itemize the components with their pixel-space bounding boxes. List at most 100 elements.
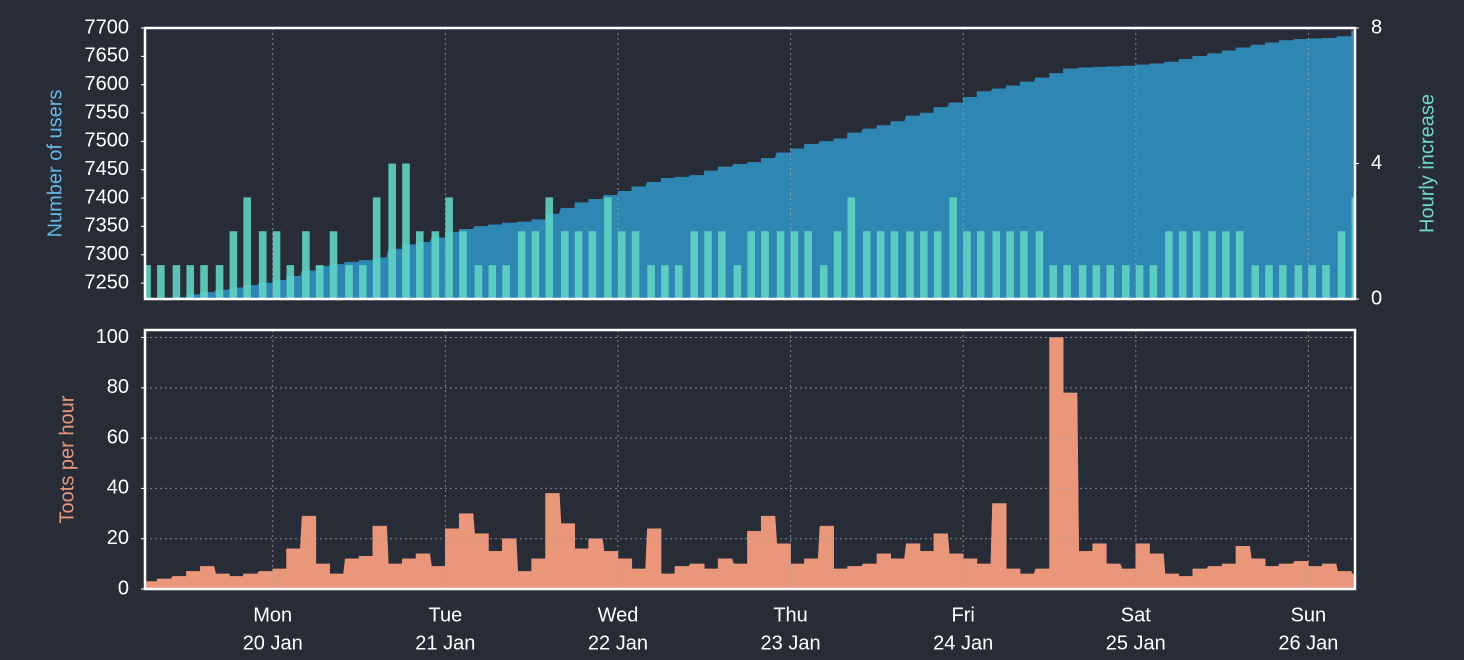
x-tick-label: Tue <box>428 604 462 626</box>
x-tick-label: 25 Jan <box>1106 632 1166 654</box>
bar <box>172 265 181 299</box>
y2-tick-label: 8 <box>1371 16 1382 38</box>
y-tick-label: 7400 <box>85 186 130 208</box>
bar <box>819 265 828 299</box>
bar <box>474 265 483 299</box>
area <box>145 337 1355 589</box>
bar <box>674 265 683 299</box>
x-tick-label: Thu <box>773 604 807 626</box>
bar <box>560 231 569 299</box>
bar <box>402 163 410 299</box>
bar <box>1192 231 1201 299</box>
bar <box>890 231 899 299</box>
bar <box>1294 265 1303 299</box>
bar <box>1078 265 1087 299</box>
bar <box>1178 231 1187 299</box>
plot-frame <box>143 26 1357 301</box>
bar <box>1208 231 1216 299</box>
bar <box>329 231 338 299</box>
bar <box>229 231 238 299</box>
bar <box>920 231 928 299</box>
bar <box>1351 197 1355 299</box>
bar <box>186 265 195 299</box>
bar <box>933 231 942 299</box>
bar <box>315 265 324 299</box>
bar <box>531 231 540 299</box>
y-tick-label: 7550 <box>85 101 130 123</box>
bar <box>647 265 655 299</box>
bar <box>243 197 251 299</box>
x-tick-label: Wed <box>598 604 639 626</box>
bar <box>1121 265 1130 299</box>
y-axis-title: Toots per hour <box>56 395 78 523</box>
y-tick-label: 7250 <box>85 271 130 293</box>
bar <box>949 197 957 299</box>
bar <box>761 231 769 299</box>
y-tick-label: 7650 <box>85 45 130 67</box>
bar <box>847 197 856 299</box>
bar <box>1049 265 1058 299</box>
bar <box>604 197 612 299</box>
y-tick-label: 7300 <box>85 243 130 265</box>
bar <box>574 231 583 299</box>
bar <box>617 231 626 299</box>
bar <box>1251 265 1260 299</box>
x-tick-label: 21 Jan <box>415 632 475 654</box>
bar <box>200 265 208 299</box>
bar <box>302 231 310 299</box>
plot <box>145 30 1355 299</box>
bar <box>1006 231 1014 299</box>
bar <box>459 231 467 299</box>
y-axis-title: Number of users <box>44 90 66 238</box>
bar <box>747 231 756 299</box>
x-tick-label: 26 Jan <box>1278 632 1338 654</box>
bar <box>1222 231 1230 299</box>
y-tick-label: 40 <box>107 477 129 499</box>
y2-tick-label: 0 <box>1371 287 1382 309</box>
bar <box>445 197 453 299</box>
y-tick-label: 7700 <box>85 16 130 38</box>
y-tick-label: 100 <box>96 326 129 348</box>
x-tick-label: Sun <box>1291 604 1327 626</box>
x-tick-label: 24 Jan <box>933 632 993 654</box>
y-tick-label: 7450 <box>85 158 130 180</box>
bar <box>876 231 885 299</box>
x-tick-label: 22 Jan <box>588 632 648 654</box>
bar <box>1149 265 1158 299</box>
bar <box>1063 265 1071 299</box>
y2-tick-label: 4 <box>1371 152 1382 174</box>
bar <box>488 265 497 299</box>
bar <box>1308 265 1316 299</box>
bar <box>431 231 440 299</box>
bar <box>661 265 669 299</box>
bar <box>517 231 526 299</box>
bar <box>833 231 842 299</box>
bar <box>704 231 712 299</box>
bar <box>372 197 381 299</box>
bar <box>1322 265 1330 299</box>
bar <box>976 231 985 299</box>
bar <box>415 231 424 299</box>
bar <box>776 231 785 299</box>
x-tick-label: 20 Jan <box>243 632 303 654</box>
bar <box>345 265 353 299</box>
bar <box>718 231 726 299</box>
bar <box>690 231 699 299</box>
bar <box>1020 231 1028 299</box>
bar <box>258 231 267 299</box>
bar <box>1265 265 1273 299</box>
bar <box>359 265 367 299</box>
y-tick-label: 7500 <box>85 130 130 152</box>
bar <box>1165 231 1173 299</box>
area <box>145 30 1355 299</box>
x-tick-label: Mon <box>253 604 292 626</box>
bar <box>157 265 165 299</box>
bar <box>1106 265 1115 299</box>
bar <box>631 231 640 299</box>
bar <box>1279 265 1287 299</box>
y2-axis-title: Hourly increase <box>1416 94 1438 233</box>
plot-frame <box>143 328 1357 591</box>
bar <box>545 197 554 299</box>
y-tick-label: 7350 <box>85 215 130 237</box>
